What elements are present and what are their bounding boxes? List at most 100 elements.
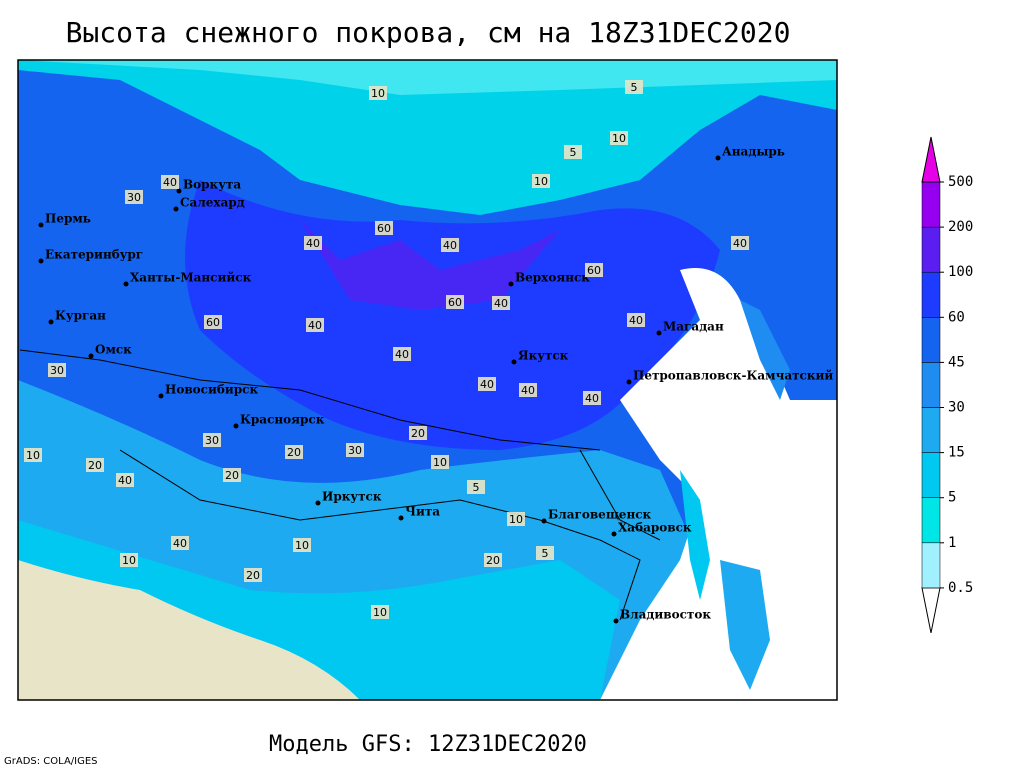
colorbar-band <box>921 271 941 318</box>
city-dot <box>38 222 44 228</box>
map <box>17 59 838 701</box>
contour-label: 10 <box>534 175 548 188</box>
contour-label: 40 <box>480 378 494 391</box>
colorbar-top <box>921 136 941 183</box>
colorbar-band <box>921 497 941 544</box>
borders <box>19 349 661 621</box>
contour-label: 60 <box>377 222 391 235</box>
contour-label-box <box>306 318 324 332</box>
contour-label: 5 <box>542 547 549 560</box>
contour-label: 30 <box>50 364 64 377</box>
city-dot <box>611 531 617 537</box>
contour-label: 30 <box>348 444 362 457</box>
city-label: Салехард <box>180 196 245 210</box>
city-dot <box>48 319 54 325</box>
contour-label-box <box>507 512 525 526</box>
map-frame <box>17 59 838 701</box>
contour-label-box <box>731 236 749 250</box>
city-label: Якутск <box>518 349 569 363</box>
contour-label-box <box>583 391 601 405</box>
city-label: Пермь <box>45 212 91 226</box>
colorbar-band <box>921 452 941 498</box>
city-label: Благовещенск <box>548 508 652 522</box>
contour-label: 60 <box>587 264 601 277</box>
colorbar-band <box>921 226 941 273</box>
contour-label-box <box>369 86 387 100</box>
contour-label-box <box>585 263 603 277</box>
colorbar-band <box>921 181 941 228</box>
contour-label: 40 <box>308 319 322 332</box>
contour-label-box <box>627 313 645 327</box>
contour-label: 20 <box>246 569 260 582</box>
colorbar-label: 200 <box>948 219 973 235</box>
contour-label-box <box>223 468 241 482</box>
contour-label-box <box>625 80 643 94</box>
arctic-sea <box>18 60 837 215</box>
contour-label-box <box>203 433 221 447</box>
city-dot <box>158 393 164 399</box>
colorbar-label: 15 <box>948 445 965 461</box>
contour-label: 5 <box>631 81 638 94</box>
city-label: Верхоянск <box>515 271 590 285</box>
city-label: Курган <box>55 309 106 323</box>
contour-label: 5 <box>473 481 480 494</box>
contour-label: 40 <box>629 314 643 327</box>
contour-label: 40 <box>521 384 535 397</box>
contour-label: 40 <box>306 237 320 250</box>
contour-label-box <box>536 546 554 560</box>
contour-label-box <box>346 443 364 457</box>
contour-label-box <box>304 236 322 250</box>
city-dot <box>626 379 632 385</box>
contour-label: 10 <box>371 87 385 100</box>
contour-label-box <box>431 455 449 469</box>
colorbar-label: 5 <box>948 490 956 506</box>
city-dot <box>508 281 514 287</box>
contour-label-box <box>24 448 42 462</box>
contour-label-box <box>446 295 464 309</box>
contour-label: 20 <box>225 469 239 482</box>
colorbar-band <box>921 407 941 453</box>
credit: GrADS: COLA/IGES <box>4 756 98 767</box>
contour-label-box <box>125 190 143 204</box>
colorbar-label: 45 <box>948 354 965 370</box>
city-dot <box>123 281 129 287</box>
contour-label: 10 <box>433 456 447 469</box>
contour-label: 20 <box>88 459 102 472</box>
contour-label-box <box>484 553 502 567</box>
contour-label: 40 <box>733 237 747 250</box>
contour-label-box <box>492 296 510 310</box>
contour-label-box <box>519 383 537 397</box>
contour-label-box <box>478 377 496 391</box>
contour-label-box <box>393 347 411 361</box>
contour-label-box <box>120 553 138 567</box>
city-dot <box>38 258 44 264</box>
contour-label: 20 <box>287 446 301 459</box>
contour-label-box <box>161 175 179 189</box>
contour-label-box <box>293 538 311 552</box>
colorbar-label: 30 <box>948 400 965 416</box>
contour-label-box <box>409 426 427 440</box>
city-dot <box>233 423 239 429</box>
contour-label: 60 <box>448 296 462 309</box>
city-label: Ханты-Мансийск <box>130 271 252 285</box>
city-label: Воркута <box>183 178 241 192</box>
contour-label: 10 <box>509 513 523 526</box>
city-dot <box>613 618 619 624</box>
contour-label-box <box>171 536 189 550</box>
contour-label: 40 <box>443 239 457 252</box>
contour-label: 20 <box>486 554 500 567</box>
contour-label: 30 <box>205 434 219 447</box>
city-dot <box>176 188 182 194</box>
footer: Модель GFS: 12Z31DEC2020 <box>269 732 587 757</box>
contour-label-box <box>86 458 104 472</box>
city-label: Петропавловск-Камчатский <box>633 369 833 383</box>
contour-label: 40 <box>585 392 599 405</box>
contour-label-box <box>532 174 550 188</box>
city-label: Чита <box>405 505 440 519</box>
contour-label: 5 <box>570 146 577 159</box>
city-label: Иркутск <box>322 490 382 504</box>
colorbar-label: 0.5 <box>948 580 973 596</box>
colorbar-band <box>921 317 941 363</box>
city-dot <box>315 500 321 506</box>
